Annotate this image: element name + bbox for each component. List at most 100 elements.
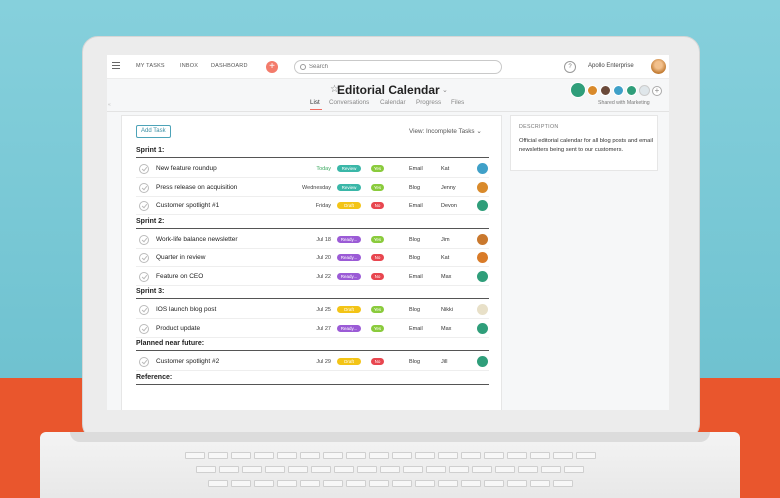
task-name[interactable]: Customer spotlight #1 [156,202,220,209]
nav-dashboard[interactable]: DASHBOARD [211,63,248,69]
complete-check-icon[interactable] [139,271,149,282]
task-row[interactable]: Quarter in review Jul 20 Ready... No Blog Kat [136,249,489,267]
approved-badge[interactable]: No [371,202,384,209]
task-name[interactable]: Press release on acquisition [156,183,238,191]
approved-badge[interactable]: Yes [371,165,384,172]
description-text[interactable]: Official editorial calendar for all blog… [519,138,653,153]
nav-my-tasks[interactable]: MY TASKS [136,63,165,69]
section-header[interactable]: Reference: [136,374,489,385]
channel-value[interactable]: Email [409,166,423,172]
add-member-button[interactable]: + [652,86,662,96]
approved-badge[interactable]: No [371,254,384,261]
member-avatar[interactable] [570,82,586,98]
tab-files[interactable]: Files [451,99,465,106]
tab-progress[interactable]: Progress [416,99,442,106]
search-input[interactable] [309,62,489,72]
task-row[interactable]: Feature on CEO Jul 22 Ready... No Email Max [136,268,489,286]
complete-check-icon[interactable] [139,305,149,315]
approved-badge[interactable]: Yes [371,183,384,191]
owner-value[interactable]: Jenny [441,184,456,191]
channel-value[interactable]: Blog [409,184,421,191]
more-members-badge[interactable] [639,85,650,96]
status-badge[interactable]: Draft [337,306,361,313]
status-badge[interactable]: Review [337,183,361,191]
nav-inbox[interactable]: INBOX [180,63,199,69]
approved-badge[interactable]: Yes [371,306,384,313]
tab-list[interactable]: List [310,99,320,106]
due-date[interactable]: Jul 29 [316,359,331,365]
task-row[interactable]: New feature roundup Today Review Yes Email Ka… [136,160,489,178]
channel-value[interactable]: Blog [409,307,421,313]
complete-check-icon[interactable] [139,323,149,334]
assignee-avatar[interactable] [477,270,488,282]
quick-add-button[interactable]: + [266,61,278,73]
complete-check-icon[interactable] [139,357,149,367]
channel-value[interactable]: Blog [409,359,421,365]
status-badge[interactable]: Review [337,165,361,172]
complete-check-icon[interactable] [139,164,149,174]
section-header[interactable]: Sprint 2: [136,218,489,229]
complete-check-icon[interactable] [139,182,149,193]
collapse-sidebar-icon[interactable]: « [108,102,111,108]
owner-value[interactable]: Kat [441,166,450,172]
chevron-down-icon[interactable]: ⌄ [442,87,448,94]
task-row[interactable]: Press release on acquisition Wednesday Rev… [136,179,489,197]
status-badge[interactable]: Ready... [337,254,361,261]
channel-value[interactable]: Email [409,325,423,332]
due-date[interactable]: Jul 18 [316,236,331,243]
due-date[interactable]: Jul 27 [316,325,331,332]
section-header[interactable]: Planned near future: [136,340,489,351]
member-avatar[interactable] [613,85,624,96]
assignee-avatar[interactable] [477,252,488,263]
owner-value[interactable]: Kat [441,255,450,261]
status-badge[interactable]: Draft [337,358,361,365]
section-header[interactable]: Sprint 3: [136,288,489,299]
section-header[interactable]: Sprint 1: [136,147,489,158]
task-name[interactable]: Feature on CEO [156,272,204,280]
due-date[interactable]: Wednesday [302,184,331,191]
search-bar[interactable] [294,60,502,74]
owner-value[interactable]: Jill [441,359,448,365]
assignee-avatar[interactable] [477,304,488,315]
task-row[interactable]: Product update Jul 27 Ready... Yes Email Max [136,320,489,338]
organization-name[interactable]: Apollo Enterprise [588,63,634,69]
complete-check-icon[interactable] [139,253,149,263]
assignee-avatar[interactable] [477,233,488,245]
approved-badge[interactable]: No [371,272,384,280]
owner-value[interactable]: Jim [441,236,450,243]
assignee-avatar[interactable] [477,356,488,367]
approved-badge[interactable]: Yes [371,324,384,332]
complete-check-icon[interactable] [139,234,149,245]
approved-badge[interactable]: No [371,358,384,365]
tab-calendar[interactable]: Calendar [380,99,406,106]
channel-value[interactable]: Blog [409,255,421,261]
status-badge[interactable]: Ready... [337,324,361,332]
task-name[interactable]: Product update [156,324,201,332]
member-avatar[interactable] [587,85,598,96]
tab-conversations[interactable]: Conversations [329,99,370,106]
owner-value[interactable]: Nikki [441,307,453,313]
task-name[interactable]: IOS launch blog post [156,306,217,313]
member-avatar[interactable] [600,85,611,96]
task-name[interactable]: New feature roundup [156,165,217,172]
status-badge[interactable]: Ready... [337,272,361,280]
add-task-button[interactable]: Add Task [136,125,171,138]
task-name[interactable]: Customer spotlight #2 [156,358,220,365]
due-date[interactable]: Jul 22 [316,273,331,280]
owner-value[interactable]: Max [441,273,452,280]
status-badge[interactable]: Draft [337,202,361,209]
channel-value[interactable]: Email [409,203,423,209]
task-row[interactable]: Customer spotlight #1 Friday Draft No Email D… [136,197,489,215]
task-row[interactable]: Work-life balance newsletter Jul 18 Ready.… [136,231,489,249]
assignee-avatar[interactable] [477,200,488,211]
task-name[interactable]: Work-life balance newsletter [156,235,238,243]
due-date[interactable]: Today [316,166,331,172]
owner-value[interactable]: Devon [441,203,457,209]
due-date[interactable]: Jul 20 [316,255,331,261]
owner-value[interactable]: Max [441,325,452,332]
approved-badge[interactable]: Yes [371,235,384,243]
task-row[interactable]: IOS launch blog post Jul 25 Draft Yes Blog Ni… [136,301,489,319]
menu-icon[interactable] [112,62,120,70]
complete-check-icon[interactable] [139,201,149,211]
assignee-avatar[interactable] [477,181,488,193]
